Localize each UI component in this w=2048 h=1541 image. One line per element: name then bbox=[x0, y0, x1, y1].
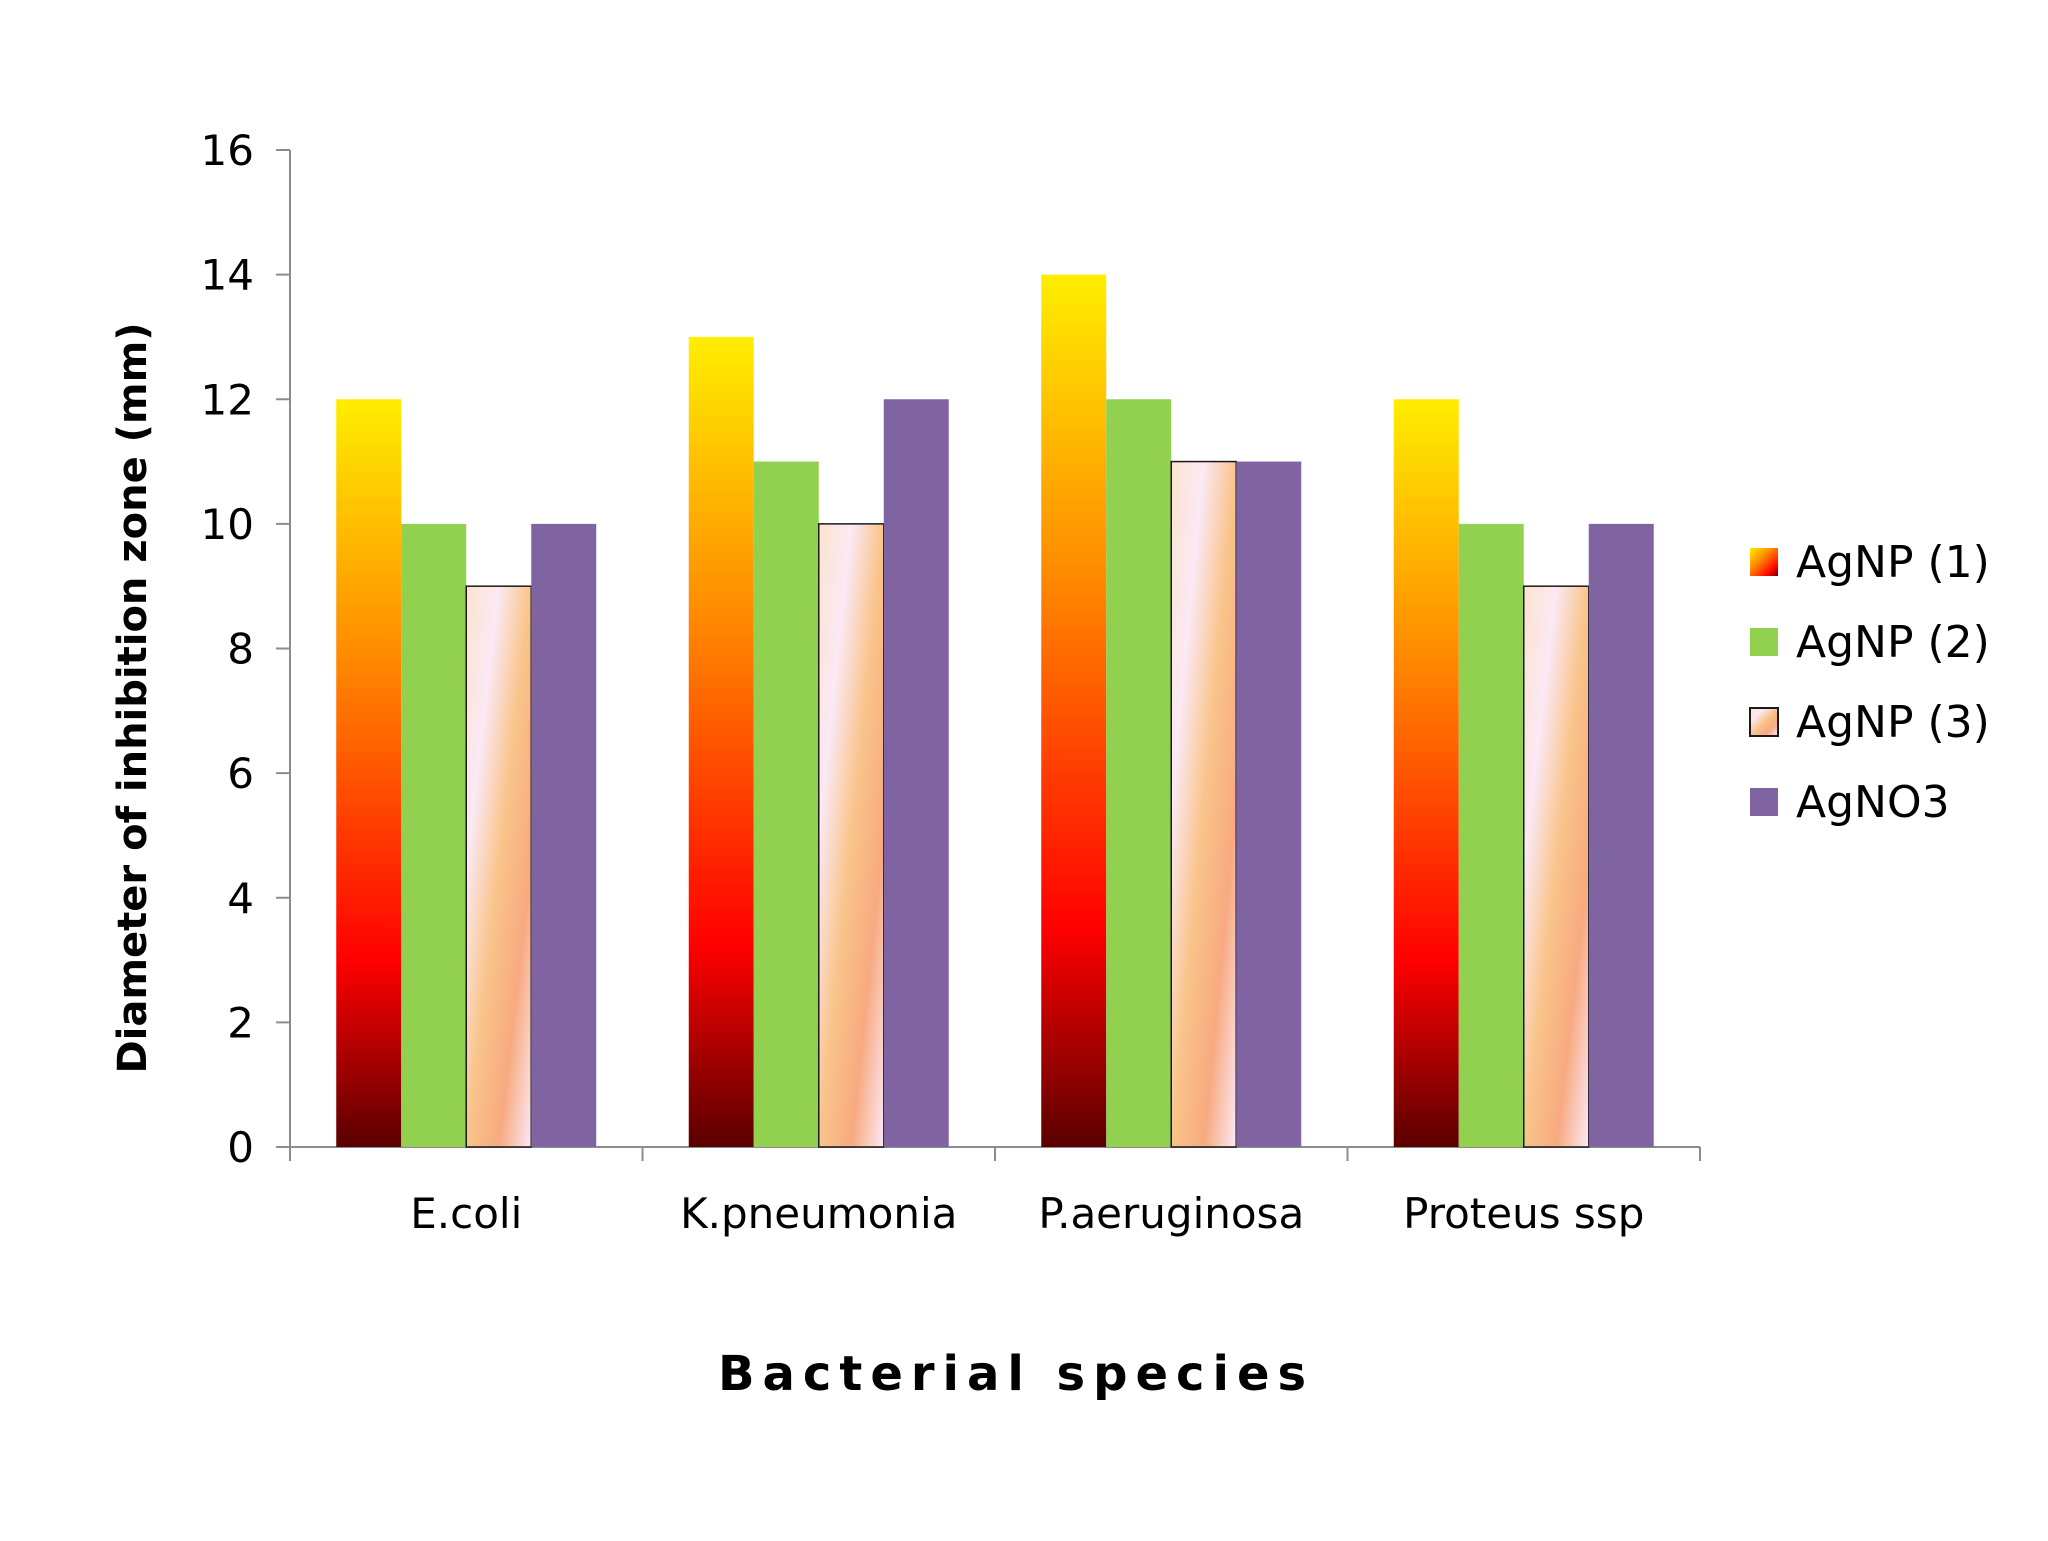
bar-agno3-e-coli bbox=[531, 523, 597, 1147]
y-tick-label: 16 bbox=[201, 126, 254, 175]
bar-agnp-1-proteus-ssp bbox=[1393, 399, 1459, 1147]
axes: 0 2 4 6 8 10 12 14 16 E.coli K.pneumonia P.aerugino… bbox=[201, 126, 1701, 1238]
y-tick-label: 0 bbox=[227, 1123, 254, 1172]
legend-label: AgNP (1) bbox=[1796, 537, 1990, 588]
legend-swatch bbox=[1750, 548, 1778, 576]
legend-swatch bbox=[1749, 707, 1779, 737]
y-tick-label: 2 bbox=[227, 998, 254, 1047]
legend: AgNP (1) AgNP (2) AgNP (3) AgNO3 bbox=[1749, 537, 1990, 828]
x-axis-label: Bacterial species bbox=[718, 1346, 1314, 1402]
y-tick-label: 10 bbox=[201, 500, 254, 549]
bar-agno3-k-pneumonia bbox=[883, 399, 949, 1147]
y-tick-label: 8 bbox=[227, 625, 254, 674]
bar-agno3-p-aeruginosa bbox=[1236, 461, 1302, 1147]
bar-agnp-3-e-coli bbox=[465, 585, 532, 1148]
bar-agnp-1-p-aeruginosa bbox=[1041, 274, 1107, 1147]
x-tick-label: P.aeruginosa bbox=[1038, 1189, 1304, 1238]
bar-agnp-1-k-pneumonia bbox=[688, 336, 754, 1147]
legend-swatch bbox=[1750, 628, 1778, 656]
legend-label: AgNO3 bbox=[1796, 777, 1950, 828]
bar-agno3-proteus-ssp bbox=[1588, 523, 1654, 1147]
bar-agnp-2-k-pneumonia bbox=[753, 461, 819, 1147]
bar-agnp-2-p-aeruginosa bbox=[1106, 399, 1172, 1147]
bars bbox=[336, 274, 1654, 1148]
bar-agnp-2-e-coli bbox=[401, 523, 467, 1147]
y-tick-label: 14 bbox=[201, 251, 254, 300]
legend-label: AgNP (3) bbox=[1796, 697, 1990, 748]
x-tick-label: K.pneumonia bbox=[680, 1189, 957, 1238]
x-tick-label: E.coli bbox=[410, 1189, 522, 1238]
legend-swatch bbox=[1750, 788, 1778, 816]
y-tick-label: 12 bbox=[201, 375, 254, 424]
bar-agnp-3-k-pneumonia bbox=[818, 523, 885, 1148]
bar-agnp-3-proteus-ssp bbox=[1523, 585, 1590, 1148]
bar-agnp-2-proteus-ssp bbox=[1458, 523, 1524, 1147]
y-axis-label: Diameter of inhibition zone (mm) bbox=[110, 322, 156, 1073]
legend-label: AgNP (2) bbox=[1796, 617, 1990, 668]
bar-agnp-3-p-aeruginosa bbox=[1170, 460, 1237, 1148]
x-tick-label: Proteus ssp bbox=[1403, 1189, 1644, 1238]
y-tick-label: 4 bbox=[227, 874, 254, 923]
bar-agnp-1-e-coli bbox=[336, 399, 402, 1147]
y-tick-label: 6 bbox=[227, 749, 254, 798]
